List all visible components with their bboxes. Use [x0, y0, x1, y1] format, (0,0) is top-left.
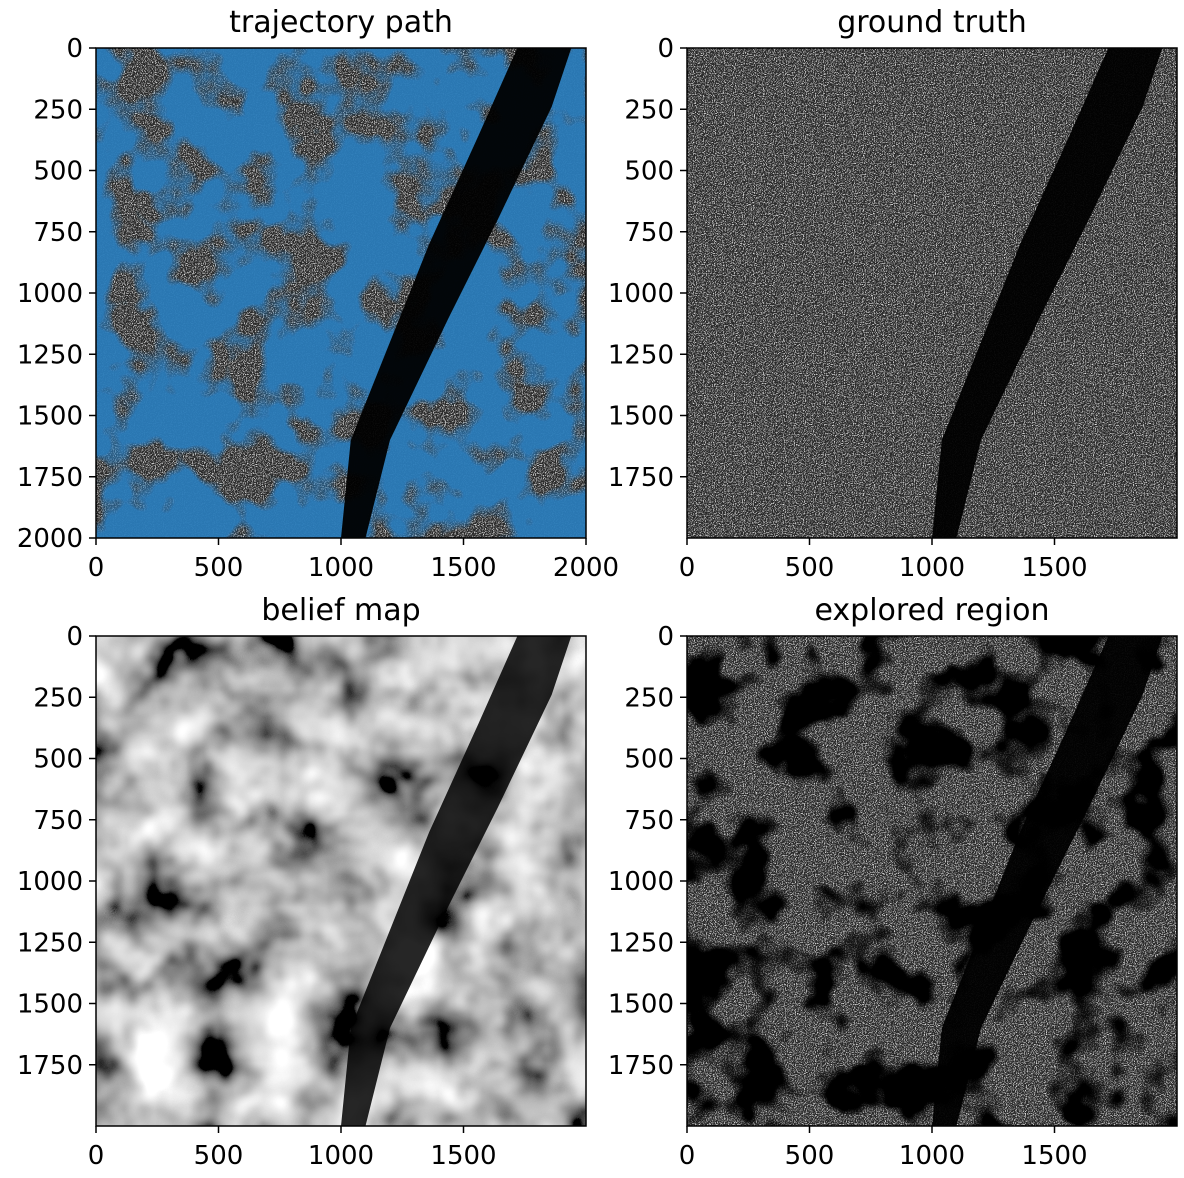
y-tick-label: 250 [33, 683, 83, 713]
plot-image [687, 48, 1177, 538]
plot-image [96, 48, 586, 538]
y-tick-label: 500 [33, 745, 83, 775]
y-tick-label: 0 [657, 34, 674, 64]
y-tick-label: 1750 [17, 463, 83, 493]
y-tick-label: 0 [66, 34, 83, 64]
y-tick-label: 1000 [17, 867, 83, 897]
x-tick-label: 1000 [308, 1141, 374, 1171]
plot-image [96, 636, 586, 1126]
y-tick-label: 1250 [17, 928, 83, 958]
river-region [341, 48, 572, 538]
y-tick-label: 1250 [17, 340, 83, 370]
y-tick-label: 1500 [608, 402, 674, 432]
x-tick-label: 1500 [430, 1141, 496, 1171]
chart-title: trajectory path [229, 5, 453, 40]
y-tick-label: 750 [33, 218, 83, 248]
x-tick-label: 500 [194, 1141, 244, 1171]
x-tick-label: 500 [785, 553, 835, 583]
y-tick-label: 1000 [17, 279, 83, 309]
panel-explored-region: explored region 0 500 1000 1500 0 250 500 750 100… [608, 593, 1178, 1171]
plot-image [687, 636, 1177, 1126]
y-tick-label: 250 [624, 683, 674, 713]
x-tick-label: 0 [679, 1141, 696, 1171]
x-tick-label: 1500 [1021, 553, 1087, 583]
y-tick-label: 0 [657, 622, 674, 652]
y-tick-label: 1250 [608, 340, 674, 370]
x-tick-label: 500 [785, 1141, 835, 1171]
y-tick-label: 750 [33, 806, 83, 836]
y-tick-label: 250 [624, 95, 674, 125]
river-region [932, 48, 1163, 538]
y-tick-label: 0 [66, 622, 83, 652]
y-tick-label: 1000 [608, 867, 674, 897]
x-tick-label: 0 [88, 553, 105, 583]
panel-ground-truth: ground truth 0 500 1000 1500 0 250 500 750 1000 12… [608, 5, 1178, 583]
x-tick-label: 0 [679, 553, 696, 583]
panel-belief-map: belief map 0 500 1000 1500 0 250 500 750 1000 1250… [17, 593, 587, 1171]
x-tick-label: 2000 [553, 553, 619, 583]
y-tick-label: 2000 [17, 524, 83, 554]
y-tick-label: 1250 [608, 928, 674, 958]
y-tick-label: 750 [624, 218, 674, 248]
y-tick-label: 1500 [608, 990, 674, 1020]
y-tick-label: 500 [624, 157, 674, 187]
x-tick-label: 0 [88, 1141, 105, 1171]
x-tick-label: 1500 [430, 553, 496, 583]
y-tick-label: 1000 [608, 279, 674, 309]
river-region [341, 636, 572, 1126]
y-tick-label: 1750 [608, 1051, 674, 1081]
x-tick-label: 1500 [1021, 1141, 1087, 1171]
y-tick-label: 750 [624, 806, 674, 836]
river-region [932, 636, 1163, 1126]
y-tick-label: 500 [624, 745, 674, 775]
y-tick-label: 250 [33, 95, 83, 125]
x-tick-label: 1000 [899, 553, 965, 583]
x-tick-label: 1000 [308, 553, 374, 583]
y-tick-label: 500 [33, 157, 83, 187]
x-tick-label: 1000 [899, 1141, 965, 1171]
chart-title: ground truth [837, 5, 1027, 40]
y-tick-label: 1500 [17, 402, 83, 432]
chart-title: belief map [261, 593, 420, 628]
x-tick-label: 500 [194, 553, 244, 583]
y-tick-label: 1750 [17, 1051, 83, 1081]
y-tick-label: 1750 [608, 463, 674, 493]
chart-title: explored region [814, 593, 1049, 628]
y-tick-label: 1500 [17, 990, 83, 1020]
